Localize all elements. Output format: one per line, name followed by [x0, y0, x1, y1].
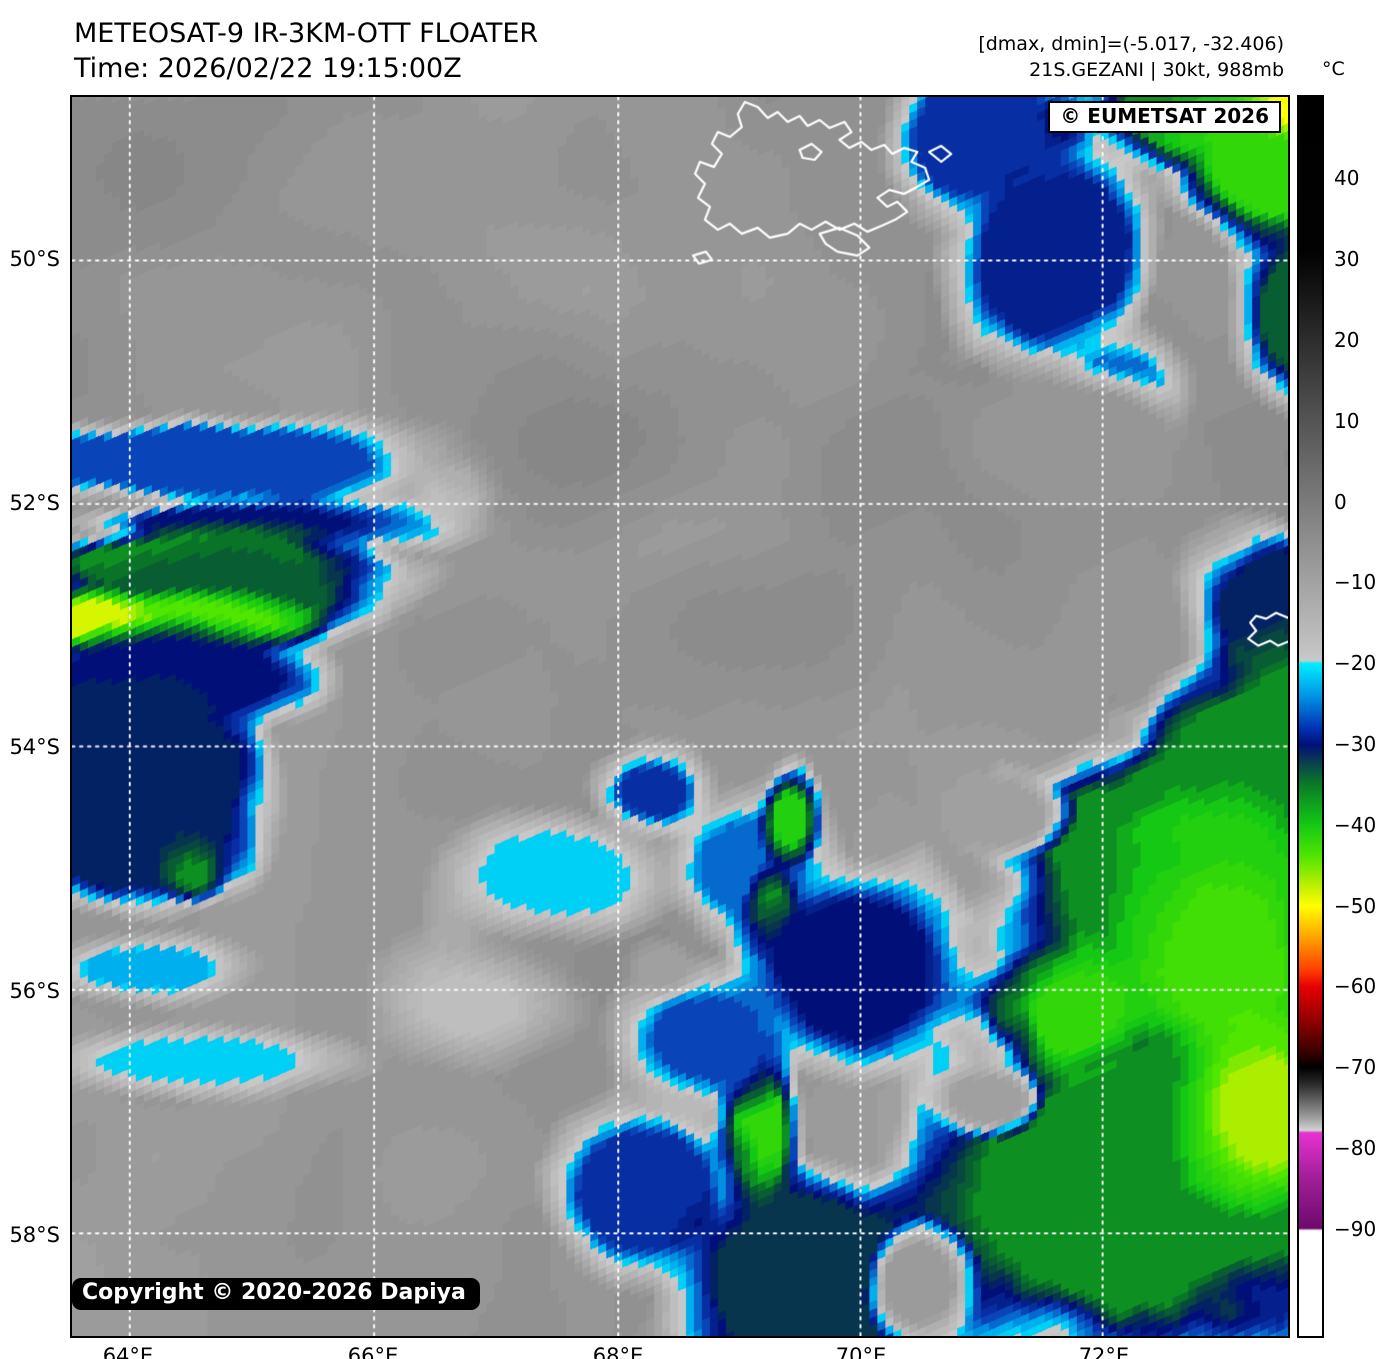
- storm-info: [dmax, dmin]=(-5.017, -32.406) 21S.GEZAN…: [978, 31, 1284, 83]
- colorbar-tick-label: 30: [1334, 247, 1360, 272]
- colorbar-tick-label: −80: [1334, 1136, 1377, 1161]
- colorbar-tick-label: −10: [1334, 570, 1377, 595]
- lat-tick-label: 58°S: [9, 1222, 60, 1247]
- satellite-canvas: [72, 97, 1288, 1336]
- lat-tick-label: 54°S: [9, 734, 60, 759]
- colorbar-tick-label: −40: [1334, 812, 1377, 837]
- lon-tick-label: 72°E: [1078, 1344, 1130, 1359]
- colorbar-gradient: [1299, 97, 1322, 1336]
- page-title: METEOSAT-9 IR-3KM-OTT FLOATER: [74, 18, 539, 49]
- lon-tick-label: 70°E: [835, 1344, 887, 1359]
- colorbar-tick-label: 10: [1334, 408, 1360, 433]
- colorbar-tick-label: 20: [1334, 327, 1360, 352]
- colorbar-tick-label: 40: [1334, 166, 1360, 191]
- colorbar-tick-label: −50: [1334, 893, 1377, 918]
- eumetsat-badge: © EUMETSAT 2026: [1048, 101, 1281, 133]
- colorbar-tick-label: −60: [1334, 974, 1377, 999]
- colorbar-tick-label: −70: [1334, 1055, 1377, 1080]
- colorbar: [1297, 95, 1324, 1338]
- lon-tick-label: 68°E: [592, 1344, 644, 1359]
- colorbar-unit-label: °C: [1322, 58, 1345, 80]
- lon-tick-label: 66°E: [347, 1344, 399, 1359]
- lat-tick-label: 56°S: [9, 978, 60, 1003]
- lon-tick-label: 64°E: [102, 1344, 154, 1359]
- satellite-map: © EUMETSAT 2026 Copyright © 2020-2026 Da…: [70, 95, 1290, 1338]
- colorbar-tick-label: −30: [1334, 731, 1377, 756]
- copyright-badge: Copyright © 2020-2026 Dapiya: [72, 1278, 480, 1310]
- colorbar-tick-label: −90: [1334, 1216, 1377, 1241]
- colorbar-tick-label: −20: [1334, 651, 1377, 676]
- lat-tick-label: 52°S: [9, 491, 60, 516]
- timestamp-label: Time: 2026/02/22 19:15:00Z: [74, 53, 462, 84]
- header: METEOSAT-9 IR-3KM-OTT FLOATER Time: 2026…: [74, 16, 538, 86]
- dmax-dmin-label: [dmax, dmin]=(-5.017, -32.406): [978, 33, 1284, 55]
- lat-tick-label: 50°S: [9, 247, 60, 272]
- colorbar-tick-label: 0: [1334, 489, 1347, 514]
- storm-id-label: 21S.GEZANI | 30kt, 988mb: [1029, 59, 1284, 81]
